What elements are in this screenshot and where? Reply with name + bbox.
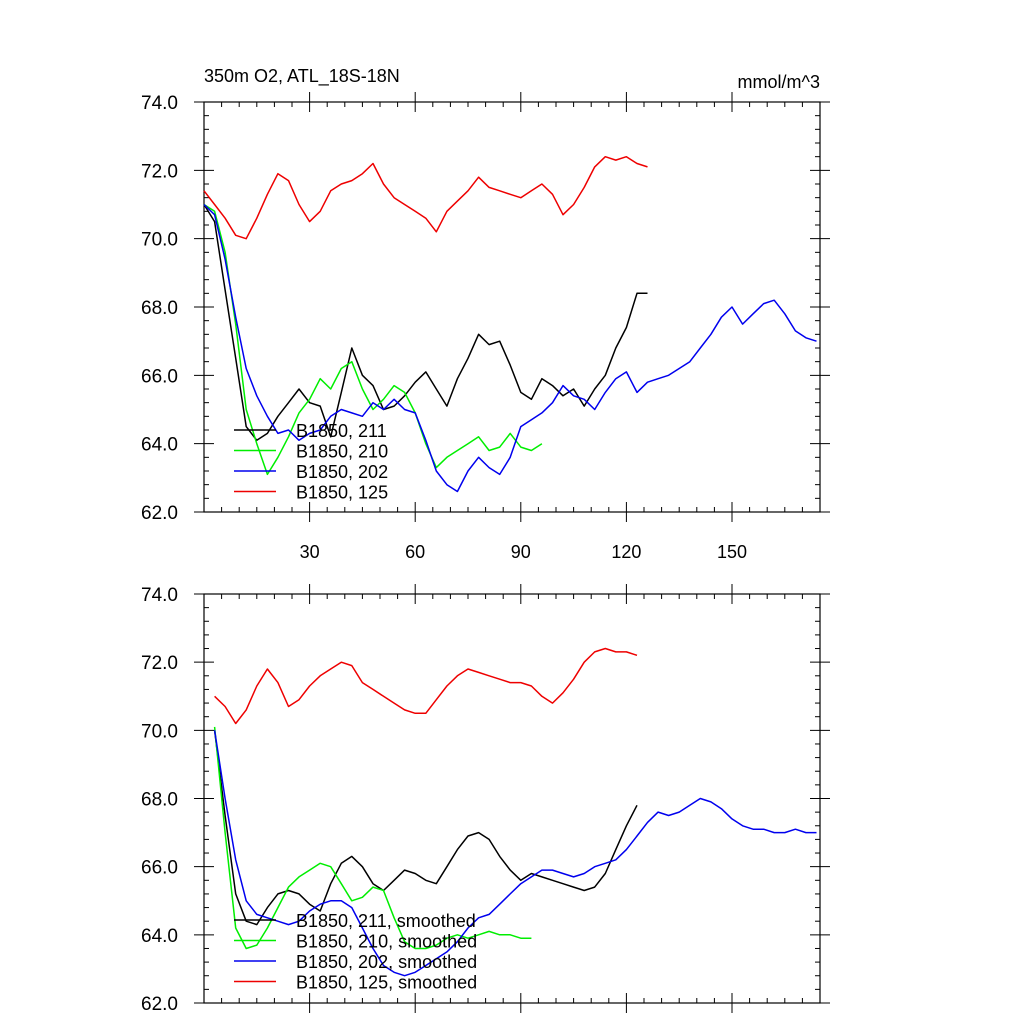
y-tick-label: 72.0 xyxy=(141,653,178,674)
legend-label: B1850, 202 xyxy=(296,462,388,482)
y-tick-label: 72.0 xyxy=(141,161,178,182)
y-tick-label: 74.0 xyxy=(141,585,178,606)
legend-label: B1850, 202, smoothed xyxy=(296,952,477,972)
x-tick-label: 60 xyxy=(405,542,425,562)
chart-title: 350m O2, ATL_18S-18N xyxy=(204,66,400,87)
series-line-4 xyxy=(215,649,637,724)
y-tick-label: 64.0 xyxy=(141,926,178,947)
x-tick-label: 150 xyxy=(717,542,747,562)
y-tick-label: 68.0 xyxy=(141,790,178,811)
y-tick-label: 62.0 xyxy=(141,503,178,524)
y-tick-label: 62.0 xyxy=(141,994,178,1015)
y-tick-label: 70.0 xyxy=(141,230,178,251)
legend-label: B1850, 210, smoothed xyxy=(296,932,477,952)
x-tick-label: 30 xyxy=(300,542,320,562)
series-line-1 xyxy=(204,205,648,441)
legend-label: B1850, 211 xyxy=(296,421,387,441)
legend-label: B1850, 125 xyxy=(296,483,388,503)
y-tick-label: 66.0 xyxy=(141,366,178,387)
y-tick-label: 66.0 xyxy=(141,858,178,879)
series-line-1 xyxy=(215,730,637,924)
chart-panel-2: 62.0 64.0 66.0 68.0 70.0 72.0 74.0 B1850, 211, … xyxy=(141,584,830,1015)
x-tick-label: 90 xyxy=(511,542,531,562)
x-tick-label: 120 xyxy=(611,542,641,562)
chart-panel-1: 30 60 90 120 150 62.0 64.0 66.0 68.0 70.0 72.0 74.0… xyxy=(141,66,830,562)
legend-label: B1850, 211, smoothed xyxy=(296,911,476,931)
series-line-4 xyxy=(204,157,648,239)
y-tick-label: 64.0 xyxy=(141,435,178,456)
y-tick-label: 74.0 xyxy=(141,93,178,114)
chart-units: mmol/m^3 xyxy=(738,72,820,92)
y-tick-label: 68.0 xyxy=(141,298,178,319)
legend-label: B1850, 125, smoothed xyxy=(296,973,477,993)
y-tick-label: 70.0 xyxy=(141,721,178,742)
legend-label: B1850, 210 xyxy=(296,442,388,462)
